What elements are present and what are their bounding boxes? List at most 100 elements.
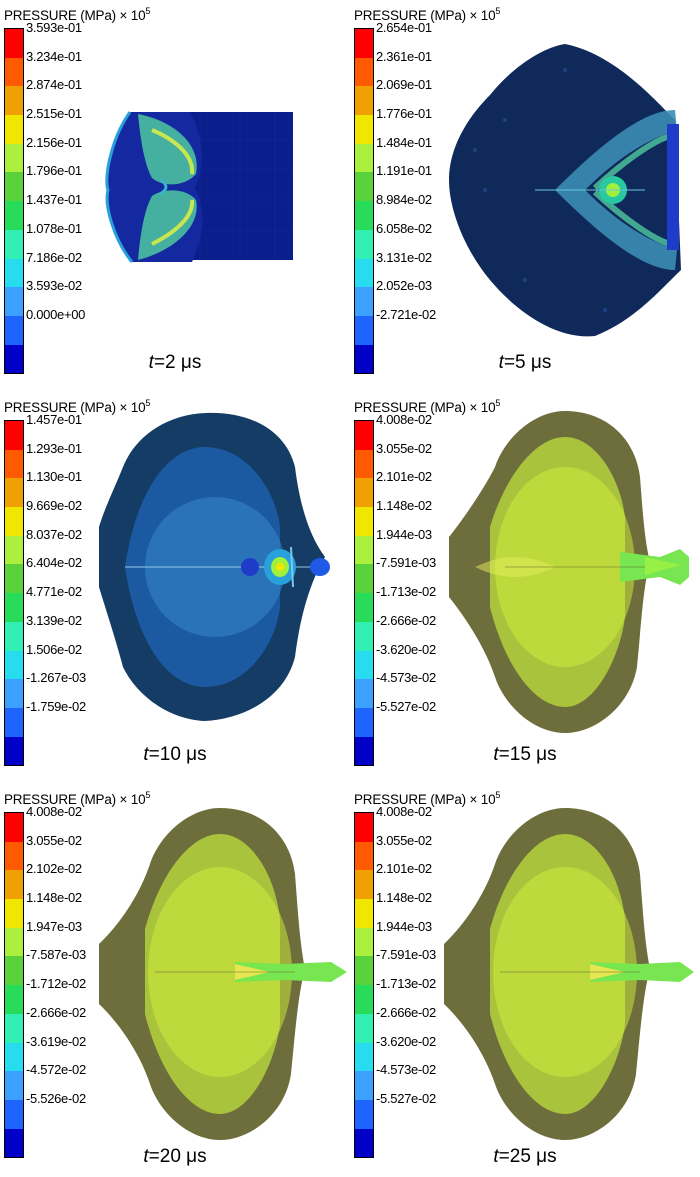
colorbar-swatch (355, 143, 373, 173)
colorbar-tick-label: 1.191e-01 (376, 163, 432, 179)
colorbar-swatch (5, 621, 23, 651)
simulation-plot (99, 808, 347, 1140)
colorbar-tick-label: -3.620e-02 (376, 641, 436, 657)
colorbar-swatch (355, 564, 373, 594)
colorbar-swatch (355, 86, 373, 116)
colorbar-swatch (5, 707, 23, 737)
colorbar-swatch (5, 115, 23, 144)
colorbar-swatch (355, 927, 373, 957)
colorbar-tick-label: 8.037e-02 (26, 526, 82, 542)
panel-t10: PRESSURE (MPa) × 105 1.457e-01 1.293e-01 1… (0, 392, 350, 784)
panel-t15: PRESSURE (MPa) × 105 4.008e-02 3.055e-02 2… (350, 392, 700, 784)
colorbar-tick-label: 3.055e-02 (26, 832, 82, 848)
colorbar-swatch (5, 736, 23, 766)
colorbar-tick-label: -2.666e-02 (376, 612, 436, 628)
colorbar-tick-label: 1.796e-01 (26, 163, 82, 179)
time-caption: t=10 μs (143, 744, 207, 765)
colorbar-tick-label: 1.947e-03 (26, 918, 82, 934)
colorbar-swatch (355, 870, 373, 900)
colorbar-swatch (355, 899, 373, 928)
colorbar-swatch (5, 1013, 23, 1043)
colorbar-swatch (5, 57, 23, 87)
colorbar-swatch (5, 564, 23, 594)
colorbar-tick-label: -4.573e-02 (376, 1062, 436, 1078)
colorbar-tick-label: 1.148e-02 (376, 498, 432, 514)
colorbar-ticks: 4.008e-02 3.055e-02 2.101e-02 1.148e-02 1.94… (376, 413, 436, 729)
colorbar-swatch (355, 593, 373, 622)
colorbar-swatch (355, 1071, 373, 1100)
colorbar-tick-label: 2.102e-02 (26, 861, 82, 877)
colorbar-ticks: 4.008e-02 3.055e-02 2.101e-02 1.148e-02 1.94… (376, 805, 436, 1121)
colorbar-tick-label: -1.713e-02 (376, 976, 436, 992)
simulation-plot (105, 111, 293, 263)
colorbar-swatch (5, 172, 23, 202)
colorbar-swatch (355, 115, 373, 144)
colorbar-tick-label: -1.713e-02 (376, 584, 436, 600)
colorbar-swatch (355, 650, 373, 680)
colorbar-tick-label: 1.437e-01 (26, 192, 82, 208)
colorbar-swatch (355, 57, 373, 87)
colorbar-tick-label: 4.771e-02 (26, 584, 82, 600)
colorbar-swatch (355, 287, 373, 316)
colorbar-swatch (355, 956, 373, 986)
colorbar-swatch (355, 841, 373, 871)
simulation-plot (449, 44, 681, 337)
colorbar-swatch (5, 985, 23, 1014)
panel-t2: PRESSURE (MPa) × 105 3.593e-01 3.234e-01 2… (0, 0, 350, 392)
colorbar-swatch (5, 86, 23, 116)
colorbar-tick-label: 3.593e-02 (26, 278, 82, 294)
colorbar-swatch (5, 593, 23, 622)
simulation-plot (99, 412, 330, 721)
colorbar-swatch (355, 229, 373, 259)
colorbar (354, 28, 374, 375)
colorbar-tick-label: -3.620e-02 (376, 1033, 436, 1049)
colorbar-swatch (5, 927, 23, 957)
colorbar-tick-label: 3.055e-02 (376, 832, 432, 848)
colorbar-swatch (5, 29, 23, 58)
time-caption: t=15 μs (493, 744, 557, 765)
colorbar-swatch (5, 478, 23, 508)
colorbar-title: PRESSURE (MPa) × 105 (4, 790, 151, 807)
colorbar-ticks: 4.008e-02 3.055e-02 2.102e-02 1.148e-02 1.94… (26, 805, 86, 1121)
colorbar-tick-label: 1.457e-01 (26, 412, 82, 427)
colorbar-tick-label: 3.139e-02 (26, 612, 82, 628)
colorbar-swatch (355, 707, 373, 737)
colorbar-tick-label: 6.404e-02 (26, 555, 82, 571)
colorbar-ticks: 3.593e-01 3.234e-01 2.874e-01 2.515e-01 2.15… (26, 21, 85, 337)
colorbar-tick-label: 4.008e-02 (26, 804, 82, 819)
colorbar-tick-label: 1.944e-03 (376, 918, 432, 934)
colorbar-swatch (355, 679, 373, 708)
colorbar-tick-label: -7.587e-03 (26, 947, 86, 963)
colorbar-swatch (355, 1128, 373, 1158)
colorbar-tick-label: 9.669e-02 (26, 498, 82, 514)
colorbar-swatch (5, 1071, 23, 1100)
colorbar-swatch (5, 1099, 23, 1129)
colorbar-tick-label: -2.666e-02 (26, 1004, 86, 1020)
colorbar-tick-label: 3.234e-01 (26, 48, 82, 64)
colorbar-swatch (5, 956, 23, 986)
colorbar-swatch (5, 1128, 23, 1158)
panel-t25: PRESSURE (MPa) × 105 4.008e-02 3.055e-02 2… (350, 784, 700, 1176)
colorbar-swatch (5, 899, 23, 928)
colorbar-tick-label: 1.484e-01 (376, 134, 432, 150)
colorbar-tick-label: -5.527e-02 (376, 1090, 436, 1106)
colorbar (4, 28, 24, 375)
colorbar-tick-label: -5.526e-02 (26, 1090, 86, 1106)
colorbar-tick-label: 2.069e-01 (376, 77, 432, 93)
colorbar-tick-label: 2.101e-02 (376, 861, 432, 877)
colorbar-tick-label: -1.712e-02 (26, 976, 86, 992)
colorbar-swatch (355, 1013, 373, 1043)
panel-t20: PRESSURE (MPa) × 105 4.008e-02 3.055e-02 2… (0, 784, 350, 1176)
colorbar-tick-label: 2.515e-01 (26, 106, 82, 122)
colorbar-tick-label: -4.573e-02 (376, 670, 436, 686)
colorbar-tick-label: 3.593e-01 (26, 20, 82, 35)
colorbar-swatch (5, 229, 23, 259)
colorbar-swatch (5, 344, 23, 374)
colorbar-tick-label: 8.984e-02 (376, 192, 432, 208)
colorbar-tick-label: -3.619e-02 (26, 1033, 86, 1049)
colorbar-swatch (355, 813, 373, 842)
time-caption: t=20 μs (143, 1146, 207, 1167)
time-caption: t=25 μs (493, 1146, 557, 1167)
colorbar (354, 812, 374, 1159)
colorbar-swatch (5, 870, 23, 900)
